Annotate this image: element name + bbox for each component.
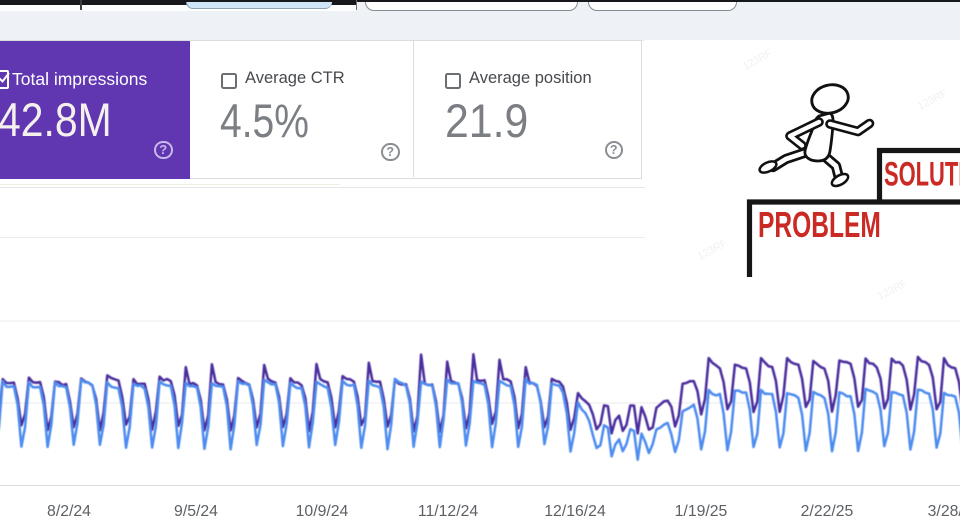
- svg-text:SOLUTION: SOLUTION: [884, 156, 960, 194]
- svg-text:PROBLEM: PROBLEM: [758, 204, 881, 245]
